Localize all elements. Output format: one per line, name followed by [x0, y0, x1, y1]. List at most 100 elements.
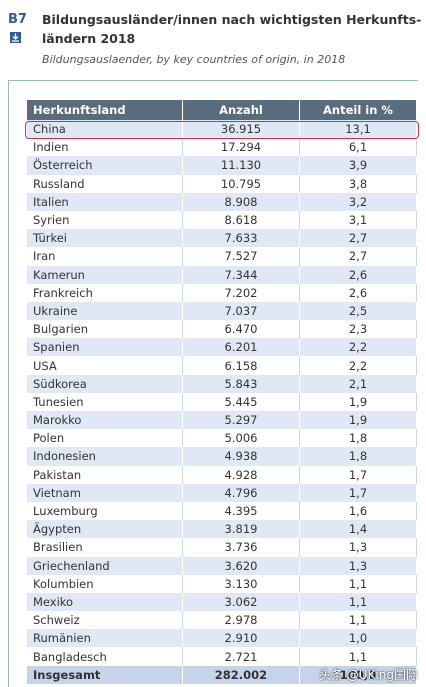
table-row: Schweiz 2.978 1,1 [27, 611, 417, 630]
cell: Polen [27, 429, 183, 448]
cell: 1,7 [299, 465, 417, 484]
cell: Brasilien [27, 538, 183, 557]
cell: 7.344 [182, 265, 300, 284]
cell: Spanien [27, 338, 183, 357]
cell: 1,6 [299, 501, 417, 521]
cell: 2,5 [299, 301, 417, 321]
table-row: China 36.915 13,1 [27, 120, 417, 139]
cell: Griechenland [27, 556, 183, 575]
cell: 8.618 [182, 210, 300, 230]
cell: 4.928 [182, 465, 300, 484]
cell: 1,4 [299, 520, 417, 539]
cell: 2.721 [182, 647, 300, 666]
cell: Österreich [27, 156, 183, 175]
table-row: Kolumbien 3.130 1,1 [27, 574, 417, 593]
table-row: Russland 10.795 3,8 [27, 174, 417, 193]
cell: Italien [27, 192, 183, 211]
cell: 7.202 [182, 283, 300, 302]
cell: 1,7 [299, 483, 417, 502]
cell: Syrien [27, 210, 183, 230]
cell: 1,1 [299, 574, 417, 593]
table-row: Marokko 5.297 1,9 [27, 411, 417, 430]
cell: Russland [27, 174, 183, 193]
cell: 11.130 [182, 156, 300, 175]
cell: China [27, 120, 183, 139]
cell: Iran [27, 247, 183, 266]
table-row: Griechenland 3.620 1,3 [27, 556, 417, 575]
table-row: Frankreich 7.202 2,6 [27, 283, 417, 302]
cell: 4.796 [182, 483, 300, 502]
cell: 2,6 [299, 283, 417, 302]
table-row: Südkorea 5.843 2,1 [27, 374, 417, 393]
cell: 1,1 [299, 592, 417, 612]
column-header: Anzahl [182, 100, 300, 120]
cell: Kolumbien [27, 574, 183, 593]
cell: Türkei [27, 229, 183, 248]
cell: 2.910 [182, 629, 300, 648]
cell: 4.938 [182, 447, 300, 466]
cell: 7.527 [182, 247, 300, 266]
cell: 3.130 [182, 574, 300, 593]
cell: 2,7 [299, 247, 417, 266]
cell: Ägypten [27, 520, 183, 539]
data-table: Herkunftsland Anzahl Anteil in % China 36.91… [27, 100, 417, 684]
cell: Luxemburg [27, 501, 183, 521]
rule [8, 80, 418, 81]
table-row: Brasilien 3.736 1,3 [27, 538, 417, 557]
cell: 1,8 [299, 447, 417, 466]
rule [8, 80, 9, 687]
cell: 3.736 [182, 538, 300, 557]
cell: 100,0 [299, 665, 417, 684]
cell: 13,1 [299, 120, 417, 139]
table-row: Bulgarien 6.470 2,3 [27, 320, 417, 339]
cell: 6,1 [299, 138, 417, 157]
cell: Marokko [27, 411, 183, 430]
cell: Bulgarien [27, 320, 183, 339]
table-row: Kamerun 7.344 2,6 [27, 265, 417, 284]
header-row: Herkunftsland Anzahl Anteil in % [27, 100, 417, 120]
table-row: Ukraine 7.037 2,5 [27, 301, 417, 321]
cell: Insgesamt [27, 665, 183, 684]
cell: 3,2 [299, 192, 417, 211]
table-row: Ägypten 3.819 1,4 [27, 520, 417, 539]
cell: 1,1 [299, 611, 417, 630]
table-row: USA 6.158 2,2 [27, 356, 417, 375]
cell: 10.795 [182, 174, 300, 193]
cell: 2,1 [299, 374, 417, 393]
table-row: Iran 7.527 2,7 [27, 247, 417, 266]
cell: 3.620 [182, 556, 300, 575]
cell: 17.294 [182, 138, 300, 157]
cell: Indonesien [27, 447, 183, 466]
table-label: B7 [8, 12, 27, 27]
cell: Indien [27, 138, 183, 157]
cell: Ukraine [27, 301, 183, 321]
cell: Südkorea [27, 374, 183, 393]
cell: 4.395 [182, 501, 300, 521]
cell: 1,3 [299, 556, 417, 575]
cell: 5.006 [182, 429, 300, 448]
cell: 3.062 [182, 592, 300, 612]
watermark: 头条 @UKing国际 [318, 668, 418, 682]
table-row: Österreich 11.130 3,9 [27, 156, 417, 175]
cell: 2,6 [299, 265, 417, 284]
cell: 282.002 [182, 665, 300, 684]
cell: 2,2 [299, 338, 417, 357]
table-row: Bangladesch 2.721 1,1 [27, 647, 417, 666]
cell: 6.470 [182, 320, 300, 339]
table-row: Mexiko 3.062 1,1 [27, 592, 417, 612]
table-row: Polen 5.006 1,8 [27, 429, 417, 448]
cell: USA [27, 356, 183, 375]
table-row: Luxemburg 4.395 1,6 [27, 501, 417, 521]
table-row: Pakistan 4.928 1,7 [27, 465, 417, 484]
cell: 2,3 [299, 320, 417, 339]
cell: Schweiz [27, 611, 183, 630]
title: Bildungsausländer/innen nach wichtigsten… [42, 12, 422, 27]
cell: 1,9 [299, 411, 417, 430]
cell: 1,3 [299, 538, 417, 557]
download-icon[interactable] [10, 32, 21, 43]
column-header: Herkunftsland [27, 100, 183, 120]
cell: 1,0 [299, 629, 417, 648]
cell: 3.819 [182, 520, 300, 539]
cell: 7.633 [182, 229, 300, 248]
